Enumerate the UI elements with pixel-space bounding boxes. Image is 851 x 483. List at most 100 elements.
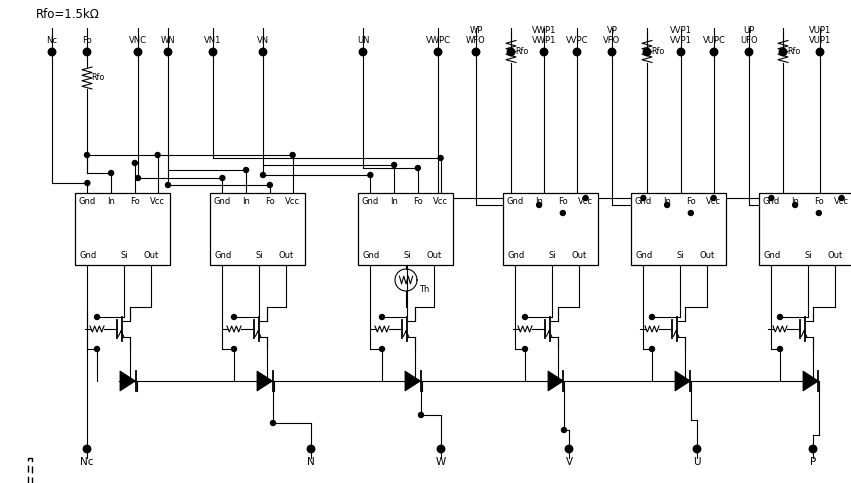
Circle shape [778, 314, 783, 319]
Text: Gnd: Gnd [214, 252, 232, 260]
Text: Nc: Nc [80, 457, 94, 467]
Circle shape [359, 48, 367, 56]
Text: Fo: Fo [413, 198, 423, 207]
Circle shape [816, 48, 824, 56]
Text: Rfo: Rfo [91, 73, 105, 83]
Text: Out: Out [426, 252, 442, 260]
Text: Gnd: Gnd [214, 198, 231, 207]
Circle shape [271, 421, 276, 426]
Bar [503, 193, 598, 265]
Text: Rfo=1.5kΩ: Rfo=1.5kΩ [36, 8, 100, 20]
Text: Si: Si [804, 252, 812, 260]
Circle shape [560, 211, 565, 215]
Text: Vcc: Vcc [578, 198, 593, 207]
Text: Gnd: Gnd [635, 198, 652, 207]
Text: VUP1: VUP1 [808, 36, 831, 45]
Text: In: In [535, 198, 543, 207]
Circle shape [419, 412, 424, 417]
Text: Rfo: Rfo [515, 46, 528, 56]
Circle shape [778, 346, 783, 352]
Circle shape [438, 156, 443, 160]
Text: Nc: Nc [47, 36, 58, 45]
Circle shape [816, 211, 821, 215]
Text: Vcc: Vcc [706, 198, 721, 207]
Circle shape [562, 427, 567, 432]
Circle shape [84, 153, 89, 157]
Circle shape [507, 48, 515, 56]
Text: Vcc: Vcc [150, 198, 165, 207]
Text: Vcc: Vcc [285, 198, 300, 207]
Bar [75, 193, 170, 265]
Polygon shape [405, 371, 420, 391]
Text: Gnd: Gnd [762, 198, 780, 207]
Circle shape [839, 196, 844, 200]
Circle shape [135, 175, 140, 181]
Circle shape [523, 346, 528, 352]
Circle shape [608, 48, 616, 56]
Text: WP: WP [469, 26, 483, 35]
Text: Rfo: Rfo [787, 46, 801, 56]
Circle shape [437, 445, 445, 453]
Circle shape [434, 48, 442, 56]
Text: Gnd: Gnd [362, 198, 379, 207]
Text: UFO: UFO [740, 36, 757, 45]
Circle shape [220, 175, 225, 181]
Text: Fo: Fo [83, 36, 92, 45]
Circle shape [267, 183, 272, 187]
Text: VN: VN [257, 36, 269, 45]
Circle shape [260, 172, 266, 177]
Circle shape [109, 170, 113, 175]
Circle shape [155, 153, 160, 157]
Circle shape [688, 211, 694, 215]
Text: Gnd: Gnd [508, 252, 525, 260]
Bar [759, 193, 851, 265]
Text: W: W [436, 457, 446, 467]
Circle shape [231, 314, 237, 319]
Text: V: V [565, 457, 573, 467]
Text: Rfo: Rfo [651, 46, 665, 56]
Bar [210, 193, 305, 265]
Circle shape [165, 183, 170, 187]
Circle shape [83, 445, 91, 453]
Circle shape [94, 346, 100, 352]
Text: VVP1: VVP1 [670, 36, 692, 45]
Text: VUPC: VUPC [703, 36, 725, 45]
Text: VVP1: VVP1 [670, 26, 692, 35]
Circle shape [523, 314, 528, 319]
Circle shape [711, 196, 717, 200]
Circle shape [49, 48, 56, 56]
Circle shape [133, 160, 137, 166]
Text: Out: Out [143, 252, 158, 260]
Text: Th: Th [419, 285, 430, 294]
Polygon shape [548, 371, 563, 391]
Text: Gnd: Gnd [763, 252, 781, 260]
Circle shape [641, 196, 646, 200]
Text: U: U [694, 457, 700, 467]
Text: Fo: Fo [686, 198, 696, 207]
Text: VWP1: VWP1 [532, 26, 557, 35]
Text: Gnd: Gnd [506, 198, 524, 207]
Circle shape [134, 48, 142, 56]
Circle shape [745, 48, 753, 56]
Text: P: P [810, 457, 816, 467]
Circle shape [164, 48, 172, 56]
Text: Si: Si [677, 252, 684, 260]
Circle shape [537, 202, 541, 208]
Text: VWP1: VWP1 [532, 36, 557, 45]
Text: Fo: Fo [130, 198, 140, 207]
Text: Gnd: Gnd [79, 198, 96, 207]
Text: Si: Si [549, 252, 557, 260]
Text: UN: UN [357, 36, 369, 45]
Text: VUP1: VUP1 [808, 26, 831, 35]
Text: Out: Out [827, 252, 842, 260]
Circle shape [792, 202, 797, 208]
Text: VFO: VFO [603, 36, 620, 45]
Circle shape [260, 48, 267, 56]
Circle shape [677, 48, 685, 56]
Circle shape [391, 162, 397, 168]
Circle shape [415, 166, 420, 170]
Text: N: N [307, 457, 315, 467]
Text: VP: VP [607, 26, 618, 35]
Circle shape [711, 48, 717, 56]
Circle shape [83, 48, 91, 56]
